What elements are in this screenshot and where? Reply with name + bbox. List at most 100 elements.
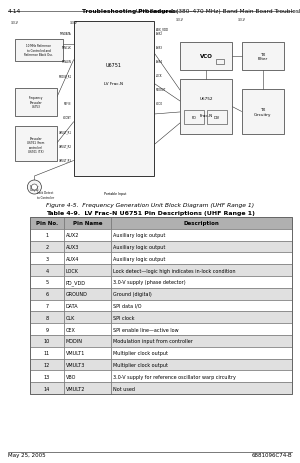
Text: 4: 4 <box>46 268 49 273</box>
Bar <box>15 88 57 116</box>
Bar <box>64 347 111 359</box>
Text: VMULT_R1: VMULT_R1 <box>58 130 72 134</box>
Text: Multiplier clock output: Multiplier clock output <box>113 350 168 356</box>
Bar <box>111 288 292 300</box>
Text: PD: PD <box>192 116 197 120</box>
Text: Output: Output <box>30 188 39 192</box>
Text: U6751: U6751 <box>106 63 122 68</box>
Text: 7: 7 <box>46 303 49 308</box>
Bar <box>180 43 232 71</box>
Text: SYNDATA: SYNDATA <box>60 32 72 37</box>
Text: AUX4: AUX4 <box>66 256 79 261</box>
Bar <box>74 22 154 177</box>
Bar <box>15 127 57 162</box>
Text: CEX: CEX <box>66 327 75 332</box>
Bar <box>30 300 64 312</box>
Text: MODIN_R1: MODIN_R1 <box>58 74 72 78</box>
Bar <box>30 335 64 347</box>
Bar <box>64 312 111 324</box>
Circle shape <box>27 181 41 194</box>
Bar <box>30 241 64 253</box>
Bar <box>111 324 292 335</box>
Bar <box>216 60 224 65</box>
Bar <box>180 80 232 135</box>
Bar <box>184 111 204 125</box>
Text: LOCK: LOCK <box>156 74 162 78</box>
Bar <box>111 359 292 370</box>
Text: Description: Description <box>184 221 220 226</box>
Bar <box>30 324 64 335</box>
Text: 3.0-V supply for reference oscillator warp circuitry: 3.0-V supply for reference oscillator wa… <box>113 374 236 379</box>
Bar <box>64 229 111 241</box>
Text: AUX3: AUX3 <box>156 46 163 50</box>
Text: VMULT3: VMULT3 <box>66 362 85 367</box>
Text: 10: 10 <box>44 338 50 344</box>
Bar <box>30 370 64 382</box>
Text: LV Frac-N: LV Frac-N <box>104 82 123 86</box>
Text: VMULT_R2: VMULT_R2 <box>58 144 72 148</box>
Text: Figure 4-5.  Frequency Generation Unit Block Diagram (UHF Range 1): Figure 4-5. Frequency Generation Unit Bl… <box>46 203 254 207</box>
Text: TX
Circuitry: TX Circuitry <box>254 108 272 117</box>
Text: SPI clock: SPI clock <box>113 315 134 320</box>
Bar <box>111 229 292 241</box>
Text: PD_VDD: PD_VDD <box>66 280 86 285</box>
Text: 3: 3 <box>46 256 49 261</box>
Text: 5: 5 <box>46 280 49 285</box>
Text: TX
Filter: TX Filter <box>257 52 268 61</box>
Bar <box>207 111 227 125</box>
Text: U6752: U6752 <box>199 97 213 101</box>
Text: Multiplier clock output: Multiplier clock output <box>113 362 168 367</box>
Text: 3.3-V: 3.3-V <box>70 21 77 25</box>
Bar <box>111 253 292 265</box>
Text: 9: 9 <box>46 327 49 332</box>
Bar <box>30 382 64 394</box>
Text: SYNLEN: SYNLEN <box>62 60 72 64</box>
Bar <box>64 324 111 335</box>
Text: VCO: VCO <box>200 54 212 59</box>
Text: SPI enable line—active low: SPI enable line—active low <box>113 327 178 332</box>
Bar <box>64 241 111 253</box>
Text: SYNCLK: SYNCLK <box>62 46 72 50</box>
Text: Frequency
Prescaler
U6753: Frequency Prescaler U6753 <box>28 96 43 109</box>
Bar <box>111 347 292 359</box>
Text: 11: 11 <box>44 350 50 356</box>
Text: AUX2: AUX2 <box>156 32 163 37</box>
Bar <box>30 359 64 370</box>
Text: Not used: Not used <box>113 386 135 391</box>
Text: Table 4-9.  LV Frac-N U6751 Pin Descriptions (UHF Range 1): Table 4-9. LV Frac-N U6751 Pin Descripti… <box>46 211 254 216</box>
Text: 1: 1 <box>46 233 49 238</box>
Bar <box>111 312 292 324</box>
Text: Pin No.: Pin No. <box>36 221 58 226</box>
Text: 4-14: 4-14 <box>8 9 21 14</box>
Bar <box>64 359 111 370</box>
Text: UHF Range 1 (380–470 MHz) Band Main Board Troubleshooting: UHF Range 1 (380–470 MHz) Band Main Boar… <box>134 9 300 14</box>
Text: DIV: DIV <box>214 116 220 120</box>
Text: VBO: VBO <box>66 374 76 379</box>
Bar <box>64 265 111 276</box>
Bar <box>64 218 111 229</box>
Text: RFOOUT: RFOOUT <box>156 88 166 92</box>
Text: SPI data I/O: SPI data I/O <box>113 303 141 308</box>
Bar <box>242 43 284 71</box>
Bar <box>64 276 111 288</box>
Text: CLK: CLK <box>66 315 75 320</box>
Text: Auxiliary logic output: Auxiliary logic output <box>113 244 165 250</box>
Bar <box>111 300 292 312</box>
Bar <box>30 288 64 300</box>
Text: AUX3: AUX3 <box>66 244 79 250</box>
Bar <box>64 382 111 394</box>
Bar <box>111 218 292 229</box>
Bar <box>64 335 111 347</box>
Bar <box>242 90 284 135</box>
Text: VCCO: VCCO <box>156 102 163 106</box>
Text: Troubleshooting Procedures:: Troubleshooting Procedures: <box>82 9 178 14</box>
Text: VCONT: VCONT <box>63 116 72 120</box>
Text: Modulation input from controller: Modulation input from controller <box>113 338 193 344</box>
Circle shape <box>32 185 38 191</box>
Text: Lock detect—logic high indicates in-lock condition: Lock detect—logic high indicates in-lock… <box>113 268 235 273</box>
Bar <box>15 40 63 62</box>
Text: Frac-N: Frac-N <box>200 113 213 118</box>
Text: May 25, 2005: May 25, 2005 <box>8 452 46 457</box>
Bar <box>111 370 292 382</box>
Text: 6881096C74-B: 6881096C74-B <box>251 452 292 457</box>
